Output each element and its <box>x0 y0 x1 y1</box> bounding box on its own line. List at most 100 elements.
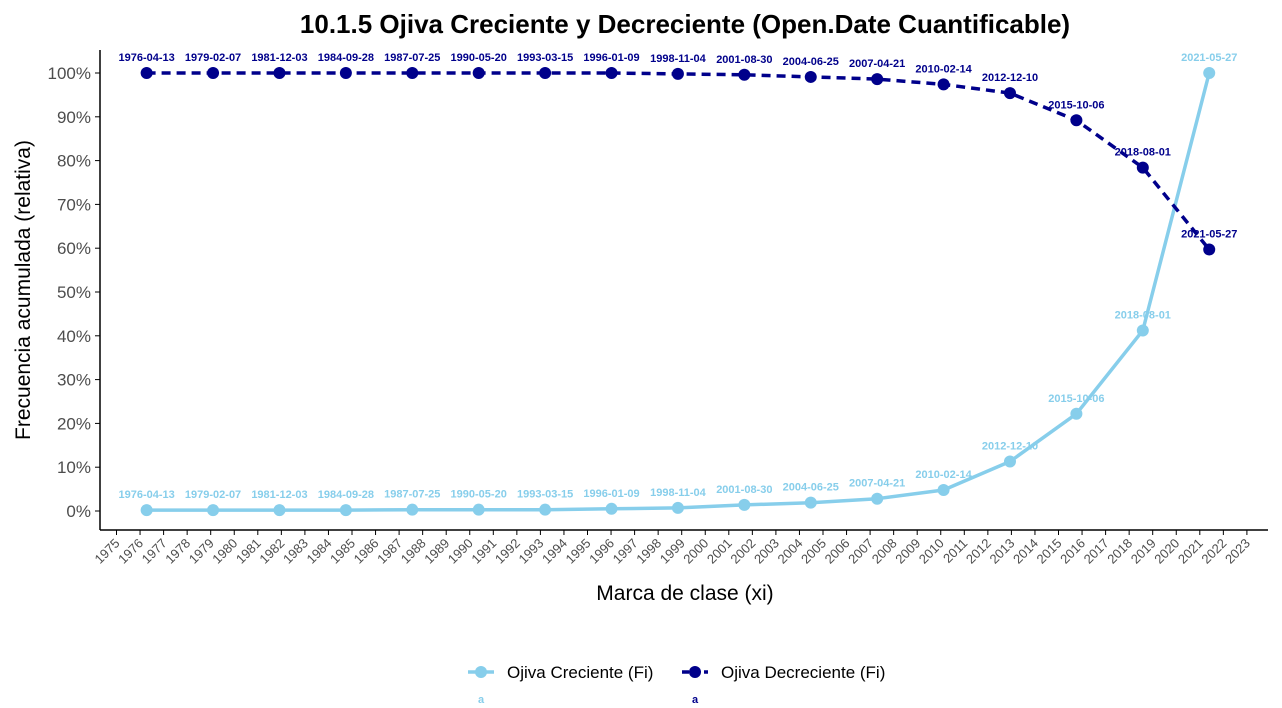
y-tick-label: 100% <box>48 64 91 83</box>
legend-label: Ojiva Decreciente (Fi) <box>721 663 885 682</box>
data-point-creciente <box>273 504 286 517</box>
x-tick-label: 1999 <box>657 536 688 567</box>
x-tick-label: 1985 <box>327 536 358 567</box>
data-label-creciente: 2015-10-06 <box>1048 393 1104 405</box>
data-label-creciente: 1998-11-04 <box>650 487 707 499</box>
x-tick-label: 1980 <box>209 536 240 567</box>
x-tick-label: 1988 <box>398 536 429 567</box>
x-tick-label: 1984 <box>304 536 335 567</box>
y-tick-label: 60% <box>57 239 91 258</box>
data-point-decreciente <box>804 70 817 83</box>
data-label-decreciente: 2021-05-27 <box>1181 229 1237 241</box>
data-point-decreciente <box>207 67 220 79</box>
x-tick-label: 2019 <box>1128 536 1159 567</box>
x-tick-label: 2008 <box>869 536 900 567</box>
x-tick-label: 1996 <box>586 536 617 567</box>
data-point-creciente <box>207 504 220 517</box>
data-point-decreciente <box>605 67 618 79</box>
x-tick-label: 1981 <box>233 536 264 567</box>
data-label-creciente: 1990-05-20 <box>451 489 507 501</box>
data-point-creciente <box>1203 67 1216 79</box>
data-label-decreciente: 1993-03-15 <box>517 52 573 64</box>
x-tick-label: 1994 <box>539 536 570 567</box>
x-tick-label: 2015 <box>1034 536 1065 567</box>
data-label-creciente: 2007-04-21 <box>849 478 905 490</box>
chart-title: 10.1.5 Ojiva Creciente y Decreciente (Op… <box>300 9 1070 39</box>
y-tick-label: 20% <box>57 414 91 433</box>
x-tick-label: 1977 <box>139 536 170 567</box>
data-point-creciente <box>1070 407 1083 420</box>
data-label-creciente: 1976-04-13 <box>119 489 175 501</box>
x-tick-label: 2021 <box>1175 536 1206 567</box>
x-tick-label: 1982 <box>256 536 287 567</box>
x-tick-label: 1975 <box>92 536 123 567</box>
data-label-creciente: 2004-06-25 <box>783 482 839 494</box>
data-point-creciente <box>1136 324 1149 337</box>
x-tick-label: 1990 <box>445 536 476 567</box>
y-axis-ticks: 0% 10% 20% 30% 40% 50% 60% 70% 80% 90% 100% <box>48 64 100 521</box>
y-tick-label: 80% <box>57 152 91 171</box>
y-tick-label: 90% <box>57 108 91 127</box>
x-tick-label: 2022 <box>1198 536 1229 567</box>
x-tick-label: 2020 <box>1151 536 1182 567</box>
legend-swatch-point <box>689 666 701 678</box>
data-point-decreciente <box>1136 161 1149 174</box>
data-label-creciente: 1987-07-25 <box>384 489 440 501</box>
x-tick-label: 2009 <box>892 536 923 567</box>
x-axis-title: Marca de clase (xi) <box>596 582 773 605</box>
x-tick-label: 2012 <box>963 536 994 567</box>
data-label-decreciente: 2015-10-06 <box>1048 99 1104 111</box>
data-label-decreciente: 1998-11-04 <box>650 53 707 65</box>
data-label-creciente: 2018-08-01 <box>1115 310 1171 322</box>
data-point-creciente <box>738 498 751 511</box>
y-tick-label: 50% <box>57 283 91 302</box>
data-point-creciente <box>937 483 950 496</box>
legend: Ojiva Creciente (Fi) a Ojiva Decreciente (… <box>468 663 885 706</box>
data-point-creciente <box>605 502 618 515</box>
data-point-decreciente <box>1070 114 1083 127</box>
data-label-creciente: 2021-05-27 <box>1181 52 1237 64</box>
data-label-creciente: 2012-12-10 <box>982 441 1038 453</box>
x-tick-label: 1993 <box>515 536 546 567</box>
x-tick-label: 2016 <box>1057 536 1088 567</box>
data-label-decreciente: 2001-08-30 <box>716 54 772 66</box>
data-label-decreciente: 2007-04-21 <box>849 58 905 70</box>
data-point-creciente <box>140 504 153 517</box>
data-label-creciente: 2001-08-30 <box>716 484 772 496</box>
data-label-decreciente: 2004-06-25 <box>783 56 839 68</box>
x-tick-label: 1987 <box>374 536 405 567</box>
data-point-creciente <box>1003 455 1016 468</box>
x-tick-label: 1976 <box>115 536 146 567</box>
legend-label: Ojiva Creciente (Fi) <box>507 663 653 682</box>
x-tick-label: 1989 <box>421 536 452 567</box>
axes <box>99 50 1268 531</box>
data-label-creciente: 1981-12-03 <box>251 489 307 501</box>
data-point-decreciente <box>472 67 485 79</box>
data-label-decreciente: 1984-09-28 <box>318 52 374 64</box>
y-tick-label: 40% <box>57 327 91 346</box>
x-tick-label: 1978 <box>162 536 193 567</box>
x-tick-label: 1997 <box>610 536 641 567</box>
legend-swatch-point <box>475 666 487 678</box>
y-tick-label: 0% <box>66 502 91 521</box>
data-label-creciente: 2010-02-14 <box>915 469 972 481</box>
x-tick-label: 1986 <box>351 536 382 567</box>
x-tick-label: 1983 <box>280 536 311 567</box>
x-tick-label: 2002 <box>727 536 758 567</box>
x-tick-label: 2014 <box>1010 536 1041 567</box>
data-label-decreciente: 2010-02-14 <box>915 63 972 75</box>
x-tick-label: 2013 <box>986 536 1017 567</box>
data-point-creciente <box>671 501 684 514</box>
data-point-decreciente <box>273 67 286 79</box>
data-point-decreciente <box>671 67 684 80</box>
x-tick-label: 2023 <box>1222 536 1253 567</box>
data-point-decreciente <box>140 67 153 79</box>
data-point-decreciente <box>871 73 884 86</box>
data-label-creciente: 1979-02-07 <box>185 489 241 501</box>
x-tick-label: 2007 <box>845 536 876 567</box>
x-tick-label: 1979 <box>186 536 217 567</box>
data-point-decreciente <box>539 67 552 79</box>
x-tick-label: 2003 <box>751 536 782 567</box>
x-tick-label: 2000 <box>680 536 711 567</box>
